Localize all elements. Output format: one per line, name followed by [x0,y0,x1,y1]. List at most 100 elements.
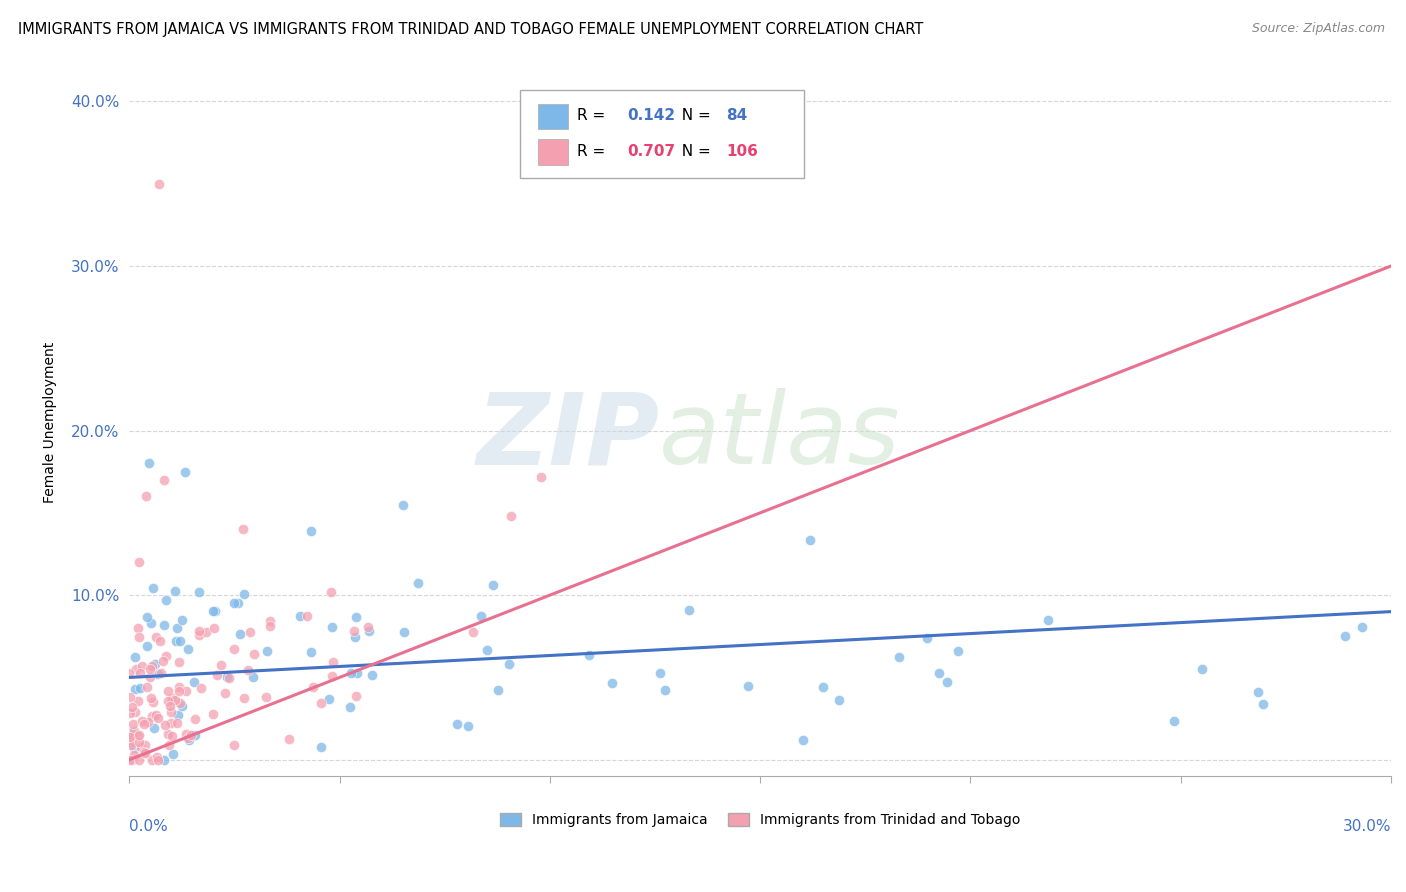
Point [361,668,384,682]
Point [174,684,197,698]
Point [184,728,207,742]
Point [142,581,165,595]
Point [118,690,141,704]
Point [828,692,851,706]
Point [602,675,624,690]
Point [188,624,211,638]
Point [187,628,209,642]
Point [499,508,522,523]
Point [457,718,479,732]
Point [141,690,163,705]
Text: 0.707: 0.707 [627,144,676,159]
Point [321,668,343,682]
Point [167,708,190,723]
Point [915,631,938,645]
Text: N =: N = [672,109,716,123]
Point [124,724,146,739]
Point [811,680,834,694]
Point [224,596,246,610]
Point [162,730,184,744]
Point [259,619,281,633]
Text: R =: R = [576,144,610,159]
Point [141,658,163,673]
Text: 0.142: 0.142 [627,109,676,123]
Point [183,674,205,689]
Point [160,705,183,719]
Point [278,732,301,747]
Point [165,692,187,706]
Point [226,596,249,610]
Point [202,621,225,635]
Point [177,642,200,657]
Point [463,624,485,639]
Point [120,753,142,767]
Point [156,684,179,698]
Point [142,695,165,709]
Point [187,585,209,599]
Point [152,654,174,668]
Point [166,715,188,730]
Point [153,718,176,732]
Point [128,753,150,767]
Point [1163,714,1185,728]
Point [446,716,468,731]
Point [218,672,240,686]
Point [148,177,170,191]
Point [146,753,169,767]
Point [177,731,200,746]
Point [121,734,143,748]
Point [179,733,201,747]
Point [149,633,172,648]
Point [948,643,970,657]
Point [190,681,212,696]
Point [343,630,366,644]
Point [139,615,162,630]
Text: atlas: atlas [659,388,901,485]
Text: 106: 106 [725,144,758,159]
Point [169,696,191,710]
Point [141,709,163,723]
Point [124,741,146,756]
FancyBboxPatch shape [538,139,568,165]
Point [299,645,322,659]
Point [169,655,191,669]
Point [654,683,676,698]
Point [145,750,167,764]
Point [127,621,149,635]
Point [128,630,150,644]
Point [156,694,179,708]
Point [205,668,228,682]
Point [155,592,177,607]
Point [120,724,142,739]
Point [174,465,197,479]
Point [121,753,143,767]
Point [146,711,169,725]
Point [529,470,551,484]
Point [183,712,205,726]
Point [135,610,157,624]
Point [799,533,821,547]
Point [299,524,322,539]
Point [936,675,959,690]
Point [887,649,910,664]
FancyBboxPatch shape [538,103,568,129]
Point [149,665,172,680]
Point [288,609,311,624]
Point [242,670,264,684]
Point [127,694,149,708]
Point [356,620,378,634]
Point [167,681,190,695]
Point [160,691,183,706]
Point [145,630,167,644]
Point [121,717,143,731]
Point [132,717,155,731]
Point [340,666,363,681]
Point [321,620,343,634]
Point [167,684,190,698]
Point [118,730,141,744]
Point [121,728,143,742]
Point [129,681,152,695]
Point [578,648,600,662]
Point [157,726,180,740]
Point [482,578,505,592]
